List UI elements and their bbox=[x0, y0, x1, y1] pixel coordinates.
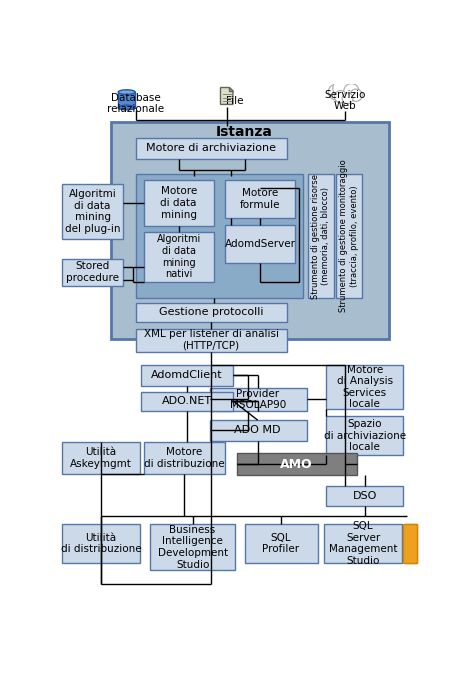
Text: Utilità
di distribuzione: Utilità di distribuzione bbox=[61, 533, 141, 554]
Text: AdomdServer: AdomdServer bbox=[225, 239, 295, 249]
FancyBboxPatch shape bbox=[237, 453, 357, 475]
Text: Provider
MSOLAP90: Provider MSOLAP90 bbox=[229, 388, 286, 410]
Text: Motore di archiviazione: Motore di archiviazione bbox=[146, 144, 276, 153]
Text: Strumento di gestione risorse
(memoria, dati, blocco): Strumento di gestione risorse (memoria, … bbox=[311, 174, 330, 298]
FancyBboxPatch shape bbox=[210, 420, 307, 441]
Text: Database
relazionale: Database relazionale bbox=[108, 93, 165, 114]
Text: Motore
di distribuzione: Motore di distribuzione bbox=[144, 447, 224, 468]
FancyBboxPatch shape bbox=[144, 442, 225, 474]
Text: File: File bbox=[227, 95, 244, 105]
Text: Motore
di data
mining: Motore di data mining bbox=[161, 186, 197, 220]
Text: ADO.NET: ADO.NET bbox=[162, 396, 212, 406]
FancyBboxPatch shape bbox=[308, 174, 334, 298]
Text: Business
Intelligence
Development
Studio: Business Intelligence Development Studio bbox=[158, 525, 227, 569]
Text: Spazio
di archiviazione
locale: Spazio di archiviazione locale bbox=[323, 419, 406, 452]
FancyBboxPatch shape bbox=[336, 174, 362, 298]
FancyBboxPatch shape bbox=[141, 392, 233, 411]
FancyBboxPatch shape bbox=[326, 486, 403, 506]
Circle shape bbox=[342, 93, 353, 104]
Bar bbox=[118, 92, 135, 107]
Ellipse shape bbox=[118, 90, 135, 94]
FancyBboxPatch shape bbox=[62, 524, 140, 562]
Text: Utilità
Askeymgmt: Utilità Askeymgmt bbox=[70, 447, 132, 468]
FancyBboxPatch shape bbox=[136, 174, 303, 298]
Text: XML per listener di analisi
(HTTP/TCP): XML per listener di analisi (HTTP/TCP) bbox=[144, 329, 278, 351]
FancyBboxPatch shape bbox=[136, 328, 287, 351]
FancyBboxPatch shape bbox=[326, 365, 403, 409]
FancyBboxPatch shape bbox=[406, 524, 417, 562]
Ellipse shape bbox=[118, 105, 135, 110]
FancyBboxPatch shape bbox=[225, 224, 295, 263]
Polygon shape bbox=[229, 88, 233, 91]
Circle shape bbox=[333, 78, 353, 98]
Text: Strumento di gestione monitoraggio
(traccia, profilo, evento): Strumento di gestione monitoraggio (trac… bbox=[339, 160, 359, 312]
Text: Algoritmi
di data
mining
del plug-in: Algoritmi di data mining del plug-in bbox=[65, 189, 120, 234]
Text: Algoritmi
di data
mining
nativi: Algoritmi di data mining nativi bbox=[156, 234, 201, 279]
Circle shape bbox=[328, 84, 344, 100]
Text: Istanza: Istanza bbox=[216, 125, 273, 139]
FancyBboxPatch shape bbox=[111, 122, 388, 339]
Text: AMO: AMO bbox=[280, 457, 313, 470]
Text: SQL
Server
Management
Studio: SQL Server Management Studio bbox=[329, 521, 397, 566]
FancyBboxPatch shape bbox=[62, 442, 140, 474]
Polygon shape bbox=[220, 88, 233, 105]
Text: AdomdClient: AdomdClient bbox=[151, 371, 223, 381]
Text: ADO MD: ADO MD bbox=[234, 425, 281, 435]
Circle shape bbox=[344, 84, 359, 99]
FancyBboxPatch shape bbox=[144, 232, 213, 282]
FancyBboxPatch shape bbox=[210, 388, 307, 411]
FancyBboxPatch shape bbox=[150, 524, 235, 570]
Circle shape bbox=[350, 89, 362, 101]
Text: Servizio
Web: Servizio Web bbox=[325, 90, 366, 112]
FancyBboxPatch shape bbox=[144, 180, 213, 226]
FancyBboxPatch shape bbox=[141, 365, 233, 386]
FancyBboxPatch shape bbox=[326, 416, 403, 454]
FancyBboxPatch shape bbox=[136, 137, 287, 159]
FancyBboxPatch shape bbox=[136, 303, 287, 322]
FancyBboxPatch shape bbox=[62, 259, 123, 286]
FancyBboxPatch shape bbox=[244, 524, 318, 562]
FancyBboxPatch shape bbox=[403, 524, 417, 562]
Text: DSO: DSO bbox=[352, 491, 377, 500]
Text: Motore
di Analysis
Services
locale: Motore di Analysis Services locale bbox=[336, 365, 393, 409]
Text: SQL
Profiler: SQL Profiler bbox=[263, 533, 300, 554]
FancyBboxPatch shape bbox=[225, 180, 295, 218]
Circle shape bbox=[335, 91, 347, 103]
Text: Motore
formule: Motore formule bbox=[240, 188, 280, 210]
Text: Stored
procedure: Stored procedure bbox=[66, 261, 119, 283]
Text: Gestione protocolli: Gestione protocolli bbox=[159, 307, 263, 317]
FancyBboxPatch shape bbox=[62, 184, 123, 239]
FancyBboxPatch shape bbox=[324, 524, 402, 562]
